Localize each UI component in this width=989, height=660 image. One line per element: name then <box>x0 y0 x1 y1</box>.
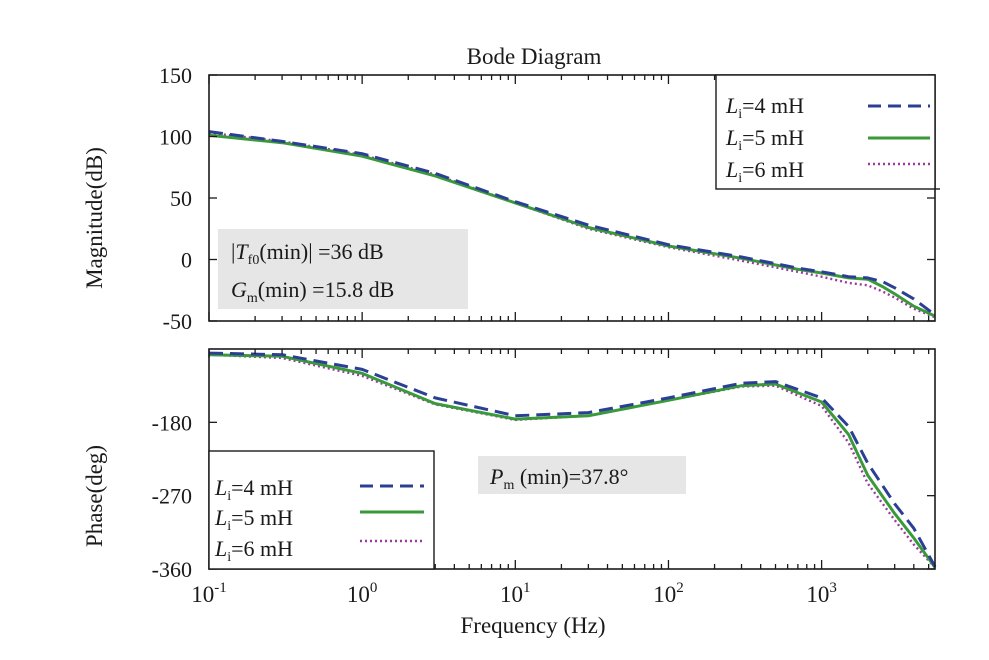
phase-y-tick-label: -270 <box>152 484 192 509</box>
magnitude-series-li-6-mh <box>208 131 936 319</box>
magnitude-series-group <box>208 130 936 319</box>
mag-legend-label-6mh: Li=6 mH <box>725 157 804 186</box>
phase-y-tick-label: -180 <box>152 410 192 435</box>
magnitude-series-li-4-mh <box>208 130 936 317</box>
phase-legend-label-6mh: Li=6 mH <box>214 536 293 565</box>
magnitude-y-tick-label: 0 <box>181 248 192 273</box>
phase-annotation-box <box>478 456 686 494</box>
magnitude-panel: 150 100 50 0 -50 Magnitude(dB) |Tf0(min)| =3… <box>82 63 940 334</box>
magnitude-y-tick-label: 50 <box>170 186 192 211</box>
x-tick-label: 10-1 <box>191 580 227 607</box>
mag-legend-label-5mh: Li=5 mH <box>725 125 804 154</box>
phase-series-group <box>208 351 937 569</box>
magnitude-y-tick-label: -50 <box>163 309 192 334</box>
magnitude-annotation-box <box>218 229 468 309</box>
x-tick-label: 102 <box>653 580 684 607</box>
tf0-annotation: |Tf0(min)| =36 dB <box>231 239 384 268</box>
x-tick-label: 103 <box>806 580 837 607</box>
x-tick-label: 100 <box>347 580 378 607</box>
magnitude-legend-box <box>715 74 936 190</box>
phase-legend-label-4mh: Li=4 mH <box>214 475 293 504</box>
phase-legend-box <box>208 450 435 570</box>
phase-y-tick-labels: -180 -270 -360 <box>152 410 192 582</box>
phase-series-li-5-mh <box>208 353 937 569</box>
magnitude-y-tick-labels: 150 100 50 0 -50 <box>159 63 192 334</box>
pm-annotation: Pm (min)=37.8° <box>489 464 628 493</box>
gm-annotation: Gm(min) =15.8 dB <box>231 277 394 306</box>
phase-series-li-4-mh <box>208 351 937 568</box>
phase-y-tick-label: -360 <box>152 557 192 582</box>
mag-legend-label-4mh: Li=4 mH <box>725 93 804 122</box>
x-tick-label: 101 <box>500 580 531 607</box>
magnitude-legend: Li=4 mH Li=5 mH Li=6 mH <box>715 74 940 190</box>
x-axis-label: Frequency (Hz) <box>461 613 606 638</box>
chart-title: Bode Diagram <box>467 44 602 69</box>
magnitude-y-tick-label: 150 <box>159 63 192 88</box>
phase-legend: Li=4 mH Li=5 mH Li=6 mH <box>208 450 435 570</box>
magnitude-y-label: Magnitude(dB) <box>82 147 107 289</box>
phase-panel: -180 -270 -360 Phase(deg) Pm (min)=37.8° L… <box>82 348 937 582</box>
x-tick-labels: 10-1 100 101 102 103 <box>191 580 837 607</box>
magnitude-y-tick-label: 100 <box>159 125 192 150</box>
phase-y-label: Phase(deg) <box>82 445 107 547</box>
phase-series-li-6-mh <box>208 353 936 569</box>
phase-legend-label-5mh: Li=5 mH <box>214 505 293 534</box>
